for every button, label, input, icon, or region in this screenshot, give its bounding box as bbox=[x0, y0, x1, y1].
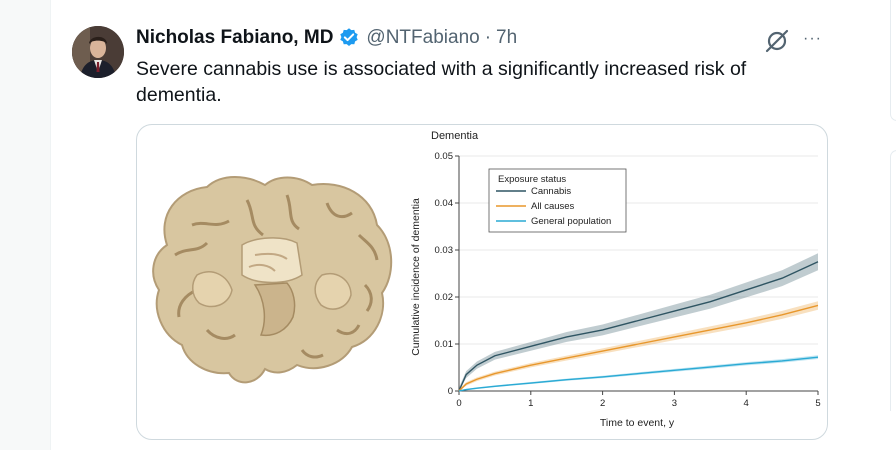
x-axis-label: Time to event, y bbox=[600, 417, 675, 429]
confidence-band-1 bbox=[459, 301, 818, 391]
avatar[interactable] bbox=[72, 26, 124, 78]
series-line-2 bbox=[458, 356, 819, 392]
grok-icon[interactable] bbox=[764, 28, 790, 54]
tweet-text: Severe cannabis use is associated with a… bbox=[136, 58, 747, 106]
chart: Dementia Cumulative incidence of dementi… bbox=[410, 130, 821, 429]
x-tick-label: 4 bbox=[744, 398, 749, 409]
y-tick-label: 0.05 bbox=[435, 151, 454, 162]
tweet-media[interactable]: Dementia Cumulative incidence of dementi… bbox=[136, 124, 828, 440]
legend-entry: All causes bbox=[531, 201, 575, 212]
timestamp[interactable]: 7h bbox=[496, 27, 518, 48]
x-tick-label: 1 bbox=[528, 398, 533, 409]
x-tick-label: 5 bbox=[815, 398, 820, 409]
series bbox=[458, 253, 819, 392]
legend-entry: General population bbox=[531, 216, 611, 227]
verified-badge-icon bbox=[338, 27, 360, 49]
y-tick-label: 0.02 bbox=[435, 292, 454, 303]
x-tick-label: 3 bbox=[672, 398, 677, 409]
x-tick-label: 2 bbox=[600, 398, 605, 409]
y-tick-label: 0.04 bbox=[435, 198, 454, 209]
y-tick-label: 0.01 bbox=[435, 339, 454, 350]
axes: 0 0.01 0.02 0.03 0.04 0.05 0 1 2 3 4 5 bbox=[435, 151, 821, 409]
legend: Exposure status Cannabis All causes Genera… bbox=[488, 168, 627, 233]
confidence-band-0 bbox=[459, 253, 818, 391]
more-options-icon[interactable]: ··· bbox=[803, 30, 822, 47]
author-name[interactable]: Nicholas Fabiano, MD bbox=[136, 27, 334, 48]
legend-title: Exposure status bbox=[498, 174, 566, 185]
y-axis-label: Cumulative incidence of dementia bbox=[410, 198, 422, 356]
right-sidebar-edge bbox=[848, 0, 896, 450]
tweet-header: Nicholas Fabiano, MD @NTFabiano · 7h bbox=[136, 27, 517, 49]
brain-illustration bbox=[152, 176, 393, 384]
x-tick-label: 0 bbox=[456, 398, 461, 409]
legend-entry: Cannabis bbox=[531, 186, 571, 197]
y-tick-label: 0.03 bbox=[435, 245, 454, 256]
y-tick-label: 0 bbox=[448, 386, 453, 397]
chart-title: Dementia bbox=[431, 130, 479, 142]
author-handle[interactable]: @NTFabiano bbox=[366, 27, 480, 48]
separator-dot: · bbox=[484, 27, 492, 48]
